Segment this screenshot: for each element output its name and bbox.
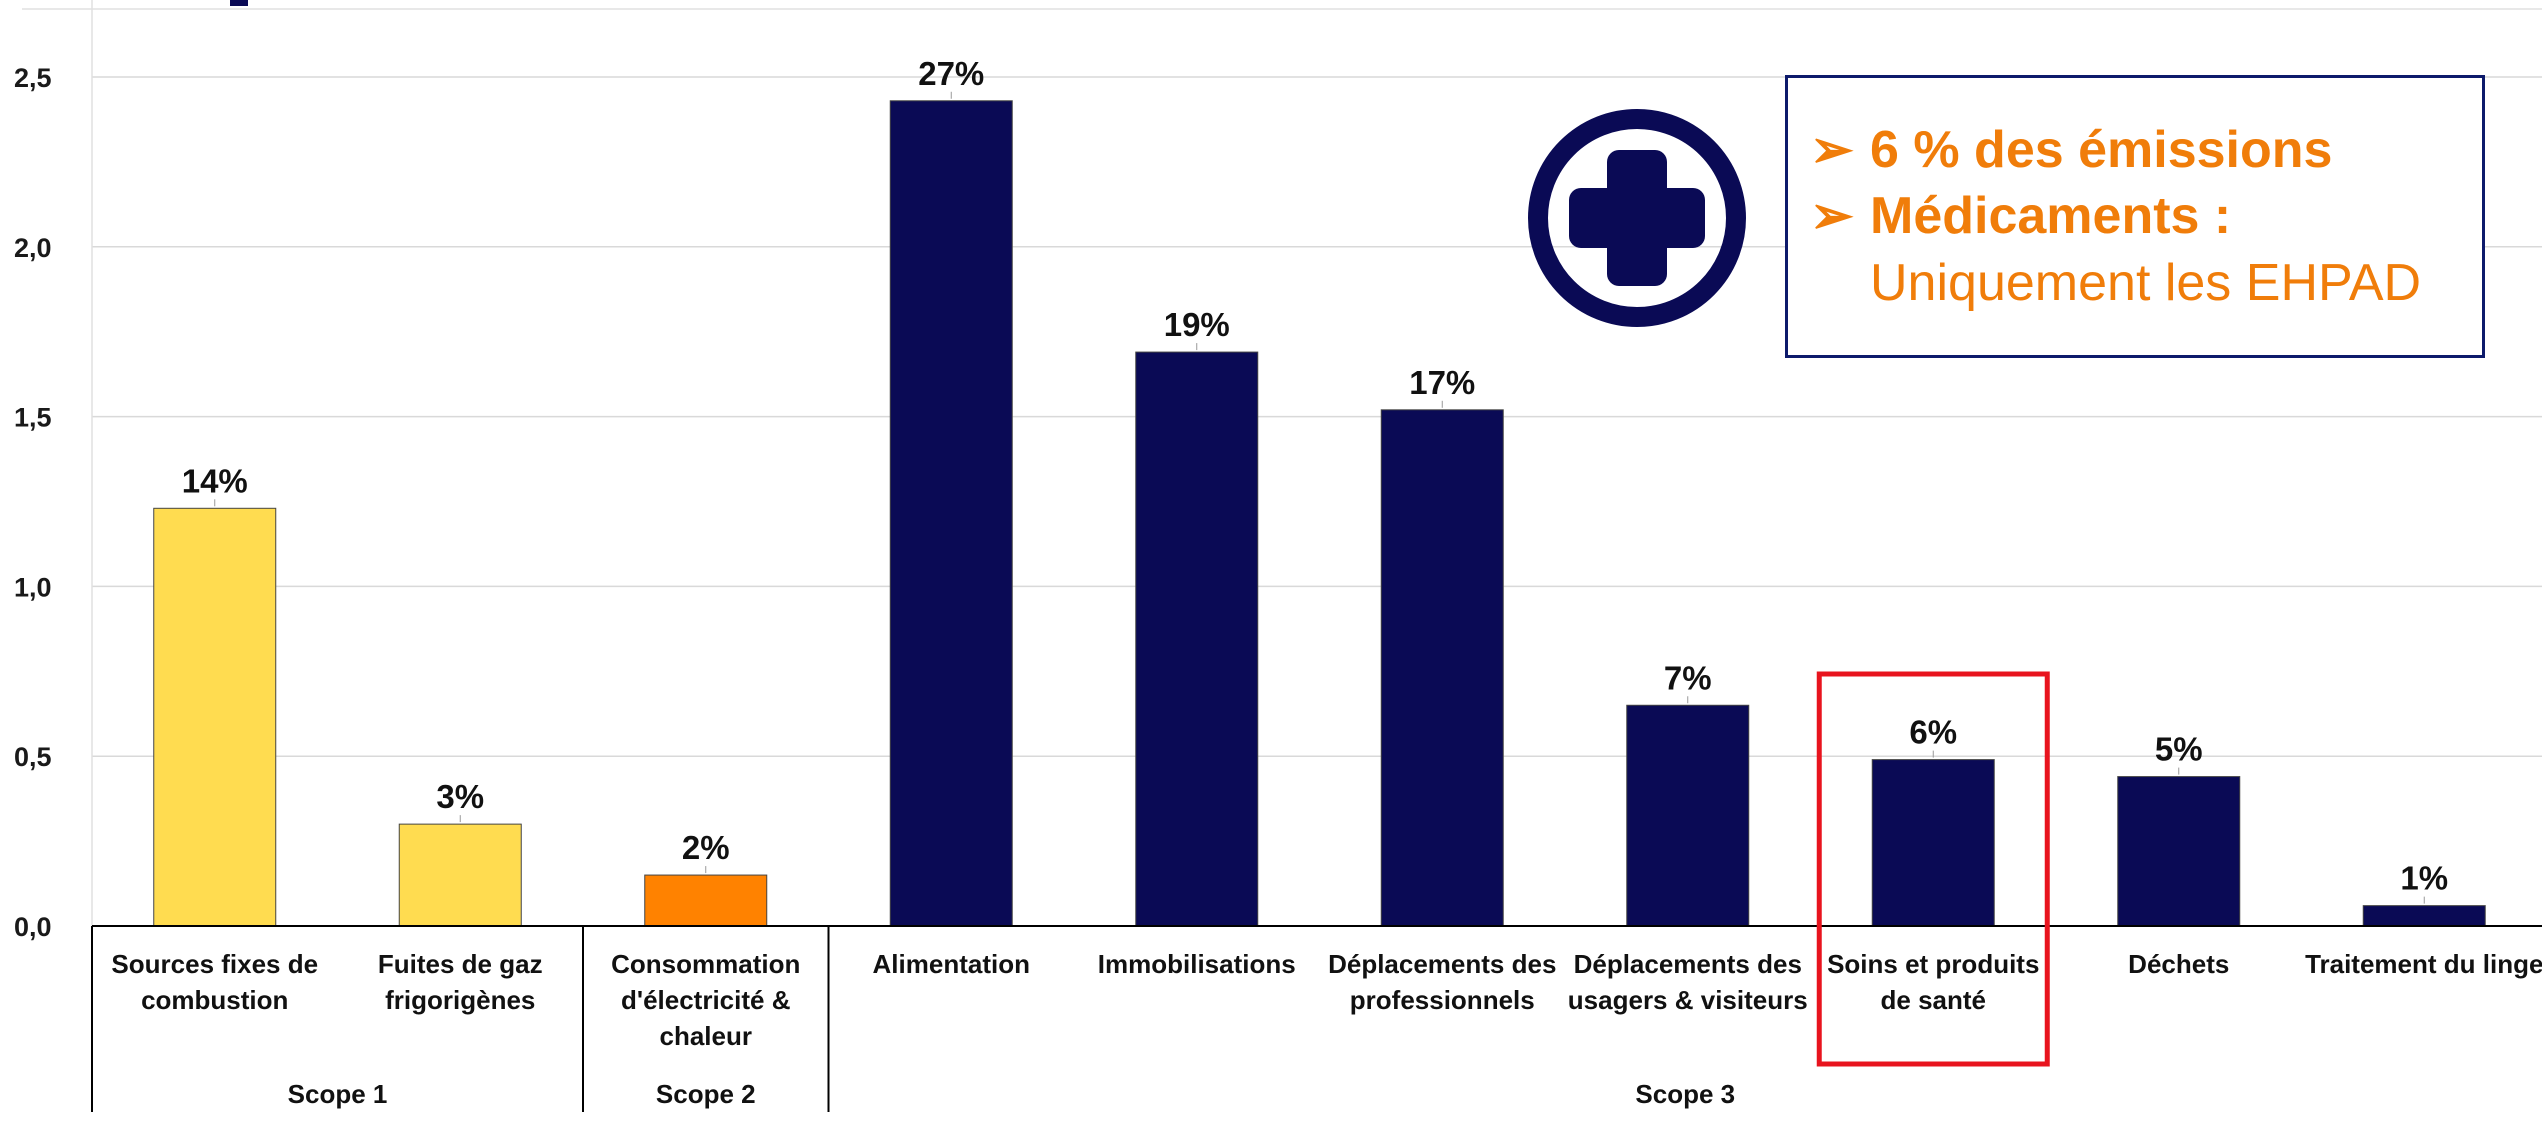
category-label: de santé bbox=[1881, 985, 1987, 1015]
category-label: Déplacements des bbox=[1574, 949, 1802, 979]
category-label: chaleur bbox=[660, 1021, 753, 1051]
data-label: 3% bbox=[436, 778, 484, 815]
callout-box: ➢ 6 % des émissions ➢ Médicaments : Unique… bbox=[1785, 75, 2485, 358]
callout-line-3: Uniquement les EHPAD bbox=[1870, 254, 2422, 312]
arrow-bullet-icon: ➢ bbox=[1810, 187, 1854, 245]
y-tick-label: 2,0 bbox=[14, 233, 52, 263]
group-label: Scope 1 bbox=[288, 1079, 388, 1109]
arrow-bullet-icon: ➢ bbox=[1810, 121, 1854, 179]
bar bbox=[398, 823, 522, 927]
data-label: 14% bbox=[182, 462, 248, 499]
category-label: Déchets bbox=[2128, 949, 2229, 979]
y-tick-label: 0,0 bbox=[14, 912, 52, 942]
y-tick-label: 1,5 bbox=[14, 403, 52, 433]
data-label: 19% bbox=[1164, 306, 1230, 343]
data-label: 1% bbox=[2400, 860, 2448, 897]
bar bbox=[644, 874, 768, 927]
category-label: professionnels bbox=[1350, 985, 1535, 1015]
category-label: usagers & visiteurs bbox=[1568, 985, 1808, 1015]
highlight-box bbox=[1816, 671, 2050, 1067]
data-label: 2% bbox=[682, 829, 730, 866]
medical-cross-icon bbox=[1528, 109, 1746, 327]
medical-cross-horizontal bbox=[1569, 188, 1705, 248]
category-label: Consommation bbox=[611, 949, 800, 979]
category-label: Soins et produits bbox=[1827, 949, 2039, 979]
callout-line-2: ➢ Médicaments : bbox=[1810, 187, 2232, 245]
category-label: d'électricité & bbox=[621, 985, 790, 1015]
bar bbox=[2117, 776, 2241, 927]
bar bbox=[889, 100, 1013, 927]
category-label: Immobilisations bbox=[1098, 949, 1296, 979]
category-label: Sources fixes de bbox=[111, 949, 318, 979]
category-label: Déplacements des bbox=[1328, 949, 1556, 979]
bar bbox=[1626, 704, 1750, 927]
y-tick-label: 0,5 bbox=[14, 742, 52, 772]
group-label: Scope 2 bbox=[656, 1079, 756, 1109]
category-label: combustion bbox=[141, 985, 288, 1015]
data-label: 6% bbox=[1909, 714, 1957, 751]
category-label: Traitement du linge bbox=[2305, 949, 2542, 979]
callout-line-1: ➢ 6 % des émissions bbox=[1810, 121, 2333, 179]
bar bbox=[1135, 351, 1259, 927]
group-label: Scope 3 bbox=[1635, 1079, 1735, 1109]
category-label: frigorigènes bbox=[385, 985, 535, 1015]
data-label: 27% bbox=[918, 55, 984, 92]
category-label: Fuites de gaz bbox=[378, 949, 543, 979]
bar bbox=[1871, 759, 1995, 927]
data-label: 5% bbox=[2155, 731, 2203, 768]
title-fragment bbox=[230, 0, 248, 6]
bar bbox=[153, 507, 277, 927]
category-label: Alimentation bbox=[873, 949, 1030, 979]
bar bbox=[2362, 905, 2486, 927]
y-tick-label: 1,0 bbox=[14, 572, 52, 602]
y-tick-label: 2,5 bbox=[14, 63, 52, 93]
bar bbox=[1380, 409, 1504, 927]
data-label: 17% bbox=[1409, 364, 1475, 401]
data-label: 7% bbox=[1664, 659, 1712, 696]
